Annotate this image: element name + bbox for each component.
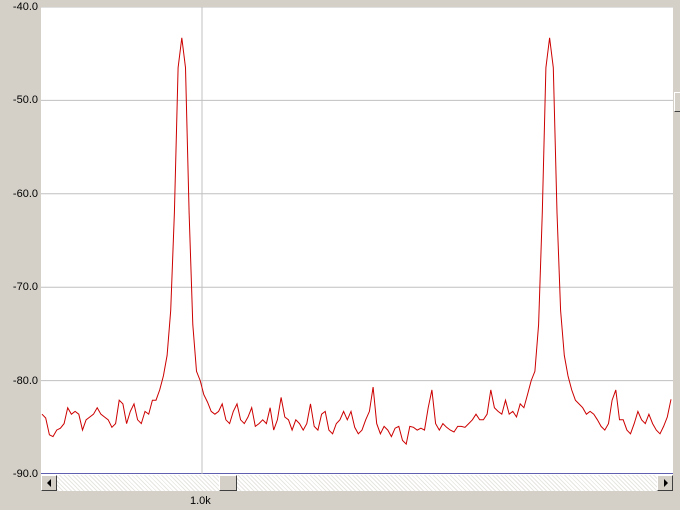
scroll-thumb[interactable]: [219, 475, 237, 491]
scroll-right-button[interactable]: [657, 475, 673, 491]
y-tick-label: -70.0: [12, 281, 38, 294]
arrow-left-icon: [47, 479, 51, 487]
x-tick-label: 1.0k: [190, 495, 211, 507]
horizontal-scrollbar[interactable]: [41, 474, 673, 491]
spectrum-chart: [41, 7, 673, 474]
y-tick-label: -50.0: [12, 94, 38, 107]
plot-area: [41, 7, 673, 474]
side-panel-toggle[interactable]: [674, 92, 680, 112]
scroll-left-button[interactable]: [41, 475, 57, 491]
y-tick-label: -40.0: [12, 1, 38, 13]
arrow-right-icon: [664, 479, 668, 487]
spectrum-series-line: [41, 37, 672, 446]
y-tick-label: -60.0: [12, 187, 38, 200]
y-tick-label: -90.0: [12, 468, 38, 480]
y-tick-label: -80.0: [12, 374, 38, 387]
